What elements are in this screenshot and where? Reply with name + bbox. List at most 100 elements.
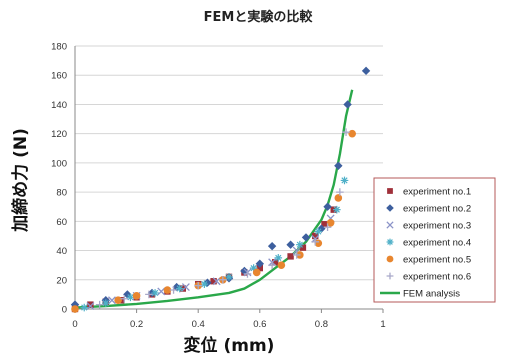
data-point bbox=[323, 223, 332, 231]
grid-lines bbox=[75, 45, 383, 310]
data-point bbox=[299, 244, 307, 251]
data-point bbox=[287, 253, 294, 260]
data-point bbox=[386, 255, 394, 263]
data-point bbox=[386, 221, 394, 229]
data-point bbox=[348, 129, 357, 138]
data-point bbox=[361, 66, 371, 76]
data-point bbox=[272, 259, 279, 266]
data-point bbox=[386, 204, 394, 212]
y-tick-label: 120 bbox=[51, 129, 67, 140]
y-tick-label: 0 bbox=[62, 305, 67, 316]
data-point bbox=[132, 292, 141, 300]
data-point bbox=[102, 299, 110, 307]
legend-box bbox=[373, 177, 496, 303]
fem-line-group bbox=[74, 89, 354, 309]
data-point bbox=[243, 270, 252, 278]
series-2 bbox=[70, 66, 371, 309]
data-point bbox=[386, 272, 394, 280]
y-tick-label: 40 bbox=[56, 246, 67, 257]
data-point bbox=[326, 218, 335, 227]
legend-label: FEM analysis bbox=[403, 289, 460, 300]
data-point bbox=[333, 205, 341, 214]
x-tick-label: 0.8 bbox=[315, 319, 328, 330]
y-tick-label: 100 bbox=[51, 158, 67, 169]
y-axis-label: 加締め力 (N) bbox=[10, 128, 31, 233]
data-point bbox=[387, 188, 393, 194]
legend: experiment no.1 experiment no.2 experiment… bbox=[373, 177, 496, 303]
legend-label: experiment no.1 bbox=[403, 187, 471, 198]
legend-label: experiment no.4 bbox=[403, 238, 471, 249]
legend-entry: experiment no.5 bbox=[386, 255, 471, 266]
data-point bbox=[252, 268, 261, 277]
data-point bbox=[169, 286, 178, 294]
data-point bbox=[108, 296, 116, 305]
data-point bbox=[95, 300, 104, 309]
data-points bbox=[70, 66, 371, 313]
fem-analysis-line bbox=[74, 89, 354, 309]
chart-title: FEMと実験の比較 bbox=[204, 9, 314, 25]
data-point bbox=[334, 161, 343, 171]
data-point bbox=[219, 275, 227, 284]
data-point bbox=[210, 278, 217, 285]
x-axis-label: 変位 (mm) bbox=[184, 335, 275, 356]
axes bbox=[74, 46, 384, 313]
data-point bbox=[80, 303, 89, 312]
legend-entry: experiment no.3 bbox=[386, 221, 471, 232]
data-point bbox=[87, 301, 94, 308]
x-tick-label: 1 bbox=[380, 319, 385, 330]
legend-label: experiment no.5 bbox=[403, 255, 471, 266]
data-point bbox=[314, 227, 323, 236]
y-tick-label: 160 bbox=[51, 71, 67, 82]
data-point bbox=[181, 283, 190, 292]
series-4 bbox=[80, 176, 349, 312]
legend-entry: experiment no.2 bbox=[386, 204, 471, 215]
data-point bbox=[340, 176, 349, 185]
data-point bbox=[126, 293, 135, 302]
data-point bbox=[157, 287, 166, 296]
legend-label: experiment no.2 bbox=[403, 204, 471, 215]
data-point bbox=[175, 284, 184, 293]
legend-entry: experiment no.4 bbox=[386, 238, 471, 249]
data-point bbox=[255, 259, 264, 268]
data-point bbox=[386, 238, 394, 246]
data-point bbox=[268, 261, 276, 269]
data-point bbox=[225, 273, 233, 281]
y-tick-labels: 0 20 40 60 80 100 120 140 160 180 bbox=[51, 42, 67, 316]
legend-entry-fem: FEM analysis bbox=[380, 289, 460, 300]
legend-entry: experiment no.1 bbox=[387, 187, 471, 198]
x-tick-labels: 0 0.2 0.4 0.6 0.8 1 bbox=[72, 319, 385, 330]
legend-label: experiment no.3 bbox=[403, 221, 471, 232]
data-point bbox=[301, 233, 311, 242]
series-6 bbox=[95, 128, 350, 309]
y-tick-label: 180 bbox=[51, 42, 67, 53]
data-point bbox=[312, 232, 319, 240]
data-point bbox=[71, 305, 79, 313]
series-5 bbox=[71, 129, 357, 313]
x-tick-label: 0.6 bbox=[253, 319, 266, 330]
y-tick-label: 20 bbox=[56, 275, 67, 286]
data-point bbox=[267, 241, 277, 251]
data-point bbox=[286, 240, 295, 249]
data-point bbox=[145, 290, 153, 299]
data-point bbox=[292, 251, 301, 259]
data-point bbox=[194, 281, 202, 290]
data-point bbox=[86, 302, 95, 311]
data-point bbox=[212, 277, 221, 286]
x-tick-label: 0.2 bbox=[130, 319, 143, 330]
data-point bbox=[256, 264, 263, 272]
data-point bbox=[163, 286, 172, 294]
data-point bbox=[323, 202, 332, 211]
data-point bbox=[200, 280, 209, 288]
data-point bbox=[274, 254, 283, 262]
data-point bbox=[336, 188, 344, 196]
data-point bbox=[321, 221, 328, 228]
y-tick-label: 60 bbox=[56, 217, 67, 228]
data-point bbox=[120, 294, 129, 303]
x-tick-label: 0.4 bbox=[192, 319, 205, 330]
x-tick-label: 0 bbox=[72, 319, 77, 330]
data-point bbox=[151, 289, 159, 297]
data-point bbox=[296, 240, 304, 249]
data-point bbox=[343, 100, 352, 109]
legend-entry: experiment no.6 bbox=[386, 272, 471, 283]
data-point bbox=[249, 264, 258, 272]
